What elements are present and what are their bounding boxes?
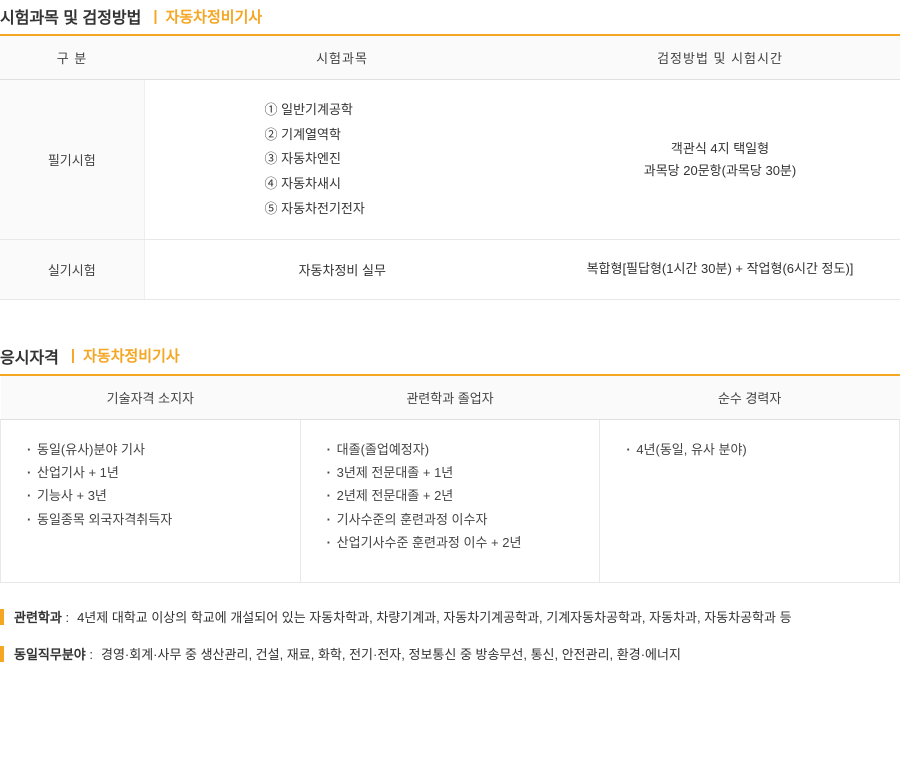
section2-subtitle: 자동차정비기사 (83, 345, 180, 366)
written-subject-4: ④ 자동차새시 (265, 172, 527, 197)
written-subject-3: ③ 자동차엔진 (265, 147, 527, 172)
qual-row: 동일(유사)분야 기사 산업기사 + 1년 기능사 + 3년 동일종목 외국자격… (1, 419, 900, 583)
exam-row-written-label: 필기시험 (0, 80, 144, 240)
qual-grad-item-2: 3년제 전문대졸 + 1년 (327, 461, 586, 484)
written-method-line2: 과목당 20문항(과목당 30분) (554, 160, 886, 182)
notes-section: 관련학과 : 4년제 대학교 이상의 학교에 개설되어 있는 자동차학과, 차량… (0, 607, 900, 689)
section2-header: 응시자격 | 자동차정비기사 (0, 340, 900, 376)
note-same-field-label: 동일직무분야 (14, 647, 86, 662)
qual-exp-item-1: 4년(동일, 유사 분야) (626, 438, 885, 461)
note-row-related-major: 관련학과 : 4년제 대학교 이상의 학교에 개설되어 있는 자동차학과, 차량… (0, 607, 900, 629)
qual-grad-item-3: 2년제 전문대졸 + 2년 (327, 484, 586, 507)
note-same-field-text: 경영·회계·사무 중 생산관리, 건설, 재료, 화학, 전기·전자, 정보통신… (101, 644, 900, 666)
qual-cell-tech: 동일(유사)분야 기사 산업기사 + 1년 기능사 + 3년 동일종목 외국자격… (1, 419, 301, 583)
section1-divider: | (153, 8, 157, 25)
written-subject-2: ② 기계열역학 (265, 123, 527, 148)
qual-tech-item-2: 산업기사 + 1년 (27, 461, 286, 484)
qual-cell-experience: 4년(동일, 유사 분야) (600, 419, 900, 583)
exam-table: 구 분 시험과목 검정방법 및 시험시간 필기시험 ① 일반기계공학 ② 기계열… (0, 36, 900, 300)
written-subject-1: ① 일반기계공학 (265, 98, 527, 123)
qualification-table: 기술자격 소지자 관련학과 졸업자 순수 경력자 동일(유사)분야 기사 산업기… (0, 376, 900, 584)
exam-row-written-method: 객관식 4지 택일형 과목당 20문항(과목당 30분) (540, 80, 900, 240)
note-bar-icon (0, 609, 4, 625)
section1-subtitle: 자동차정비기사 (166, 6, 263, 27)
qual-grad-item-4: 기사수준의 훈련과정 이수자 (327, 508, 586, 531)
written-method-line1: 객관식 4지 택일형 (554, 138, 886, 160)
exam-row-practical-method: 복합형[필답형(1시간 30분) + 작업형(6시간 정도)] (540, 240, 900, 299)
exam-row-practical-subject: 자동차정비 실무 (144, 240, 540, 299)
qual-th-tech: 기술자격 소지자 (1, 376, 301, 420)
qual-tech-item-1: 동일(유사)분야 기사 (27, 438, 286, 461)
qual-tech-item-3: 기능사 + 3년 (27, 484, 286, 507)
qual-tech-item-4: 동일종목 외국자격취득자 (27, 508, 286, 531)
exam-row-written-subjects: ① 일반기계공학 ② 기계열역학 ③ 자동차엔진 ④ 자동차새시 ⑤ 자동차전기… (144, 80, 540, 240)
note-related-major-text: 4년제 대학교 이상의 학교에 개설되어 있는 자동차학과, 차량기계과, 자동… (77, 607, 900, 629)
qual-grad-item-1: 대졸(졸업예정자) (327, 438, 586, 461)
qual-grad-item-5: 산업기사수준 훈련과정 이수 + 2년 (327, 531, 586, 554)
note-row-same-field: 동일직무분야 : 경영·회계·사무 중 생산관리, 건설, 재료, 화학, 전기… (0, 644, 900, 666)
exam-th-category: 구 분 (0, 36, 144, 80)
exam-row-written: 필기시험 ① 일반기계공학 ② 기계열역학 ③ 자동차엔진 ④ 자동차새시 ⑤ … (0, 80, 900, 240)
exam-row-practical-label: 실기시험 (0, 240, 144, 299)
section1-title: 시험과목 및 검정방법 (0, 4, 141, 28)
section2-title: 응시자격 (0, 344, 59, 368)
qual-cell-graduate: 대졸(졸업예정자) 3년제 전문대졸 + 1년 2년제 전문대졸 + 2년 기사… (300, 419, 600, 583)
exam-th-subject: 시험과목 (144, 36, 540, 80)
note-bar-icon (0, 646, 4, 662)
section1-header: 시험과목 및 검정방법 | 자동차정비기사 (0, 0, 900, 36)
qual-th-experience: 순수 경력자 (600, 376, 900, 420)
exam-th-method: 검정방법 및 시험시간 (540, 36, 900, 80)
section2-divider: | (71, 347, 75, 364)
note-related-major-label: 관련학과 (14, 610, 62, 625)
qual-th-graduate: 관련학과 졸업자 (300, 376, 600, 420)
written-subject-5: ⑤ 자동차전기전자 (265, 197, 527, 222)
exam-row-practical: 실기시험 자동차정비 실무 복합형[필답형(1시간 30분) + 작업형(6시간… (0, 240, 900, 299)
